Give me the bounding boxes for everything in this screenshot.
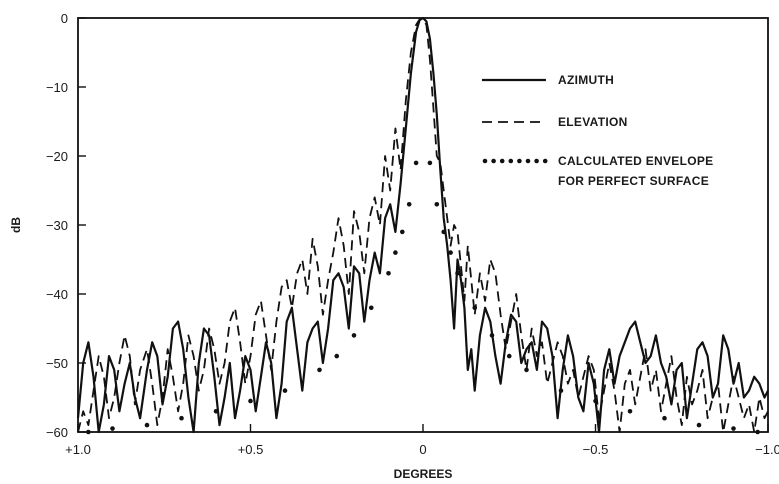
x-axis: +1.0 +0.5 0 −0.5 −1.0 bbox=[65, 424, 779, 457]
envelope-point bbox=[317, 367, 322, 373]
envelope-point bbox=[506, 353, 512, 359]
legend-label: CALCULATED ENVELOPE FOR PERFECT SURFACE bbox=[558, 154, 713, 188]
x-tick-label: −1.0 bbox=[755, 442, 779, 457]
envelope-point bbox=[413, 160, 419, 166]
envelope-point bbox=[627, 409, 633, 414]
envelope-point bbox=[441, 229, 447, 235]
legend-label: ELEVATION bbox=[558, 115, 628, 129]
series-envelope bbox=[86, 160, 760, 435]
x-axis-title: DEGREES bbox=[394, 467, 453, 481]
series-line-azimuth bbox=[76, 16, 769, 434]
legend-swatch-dot bbox=[482, 158, 488, 164]
envelope-point bbox=[400, 229, 405, 235]
legend-swatch-dot bbox=[542, 158, 548, 164]
y-tick-label: −30 bbox=[46, 218, 68, 233]
envelope-point bbox=[472, 305, 478, 311]
legend-swatch-dot bbox=[508, 158, 514, 164]
envelope-point bbox=[110, 426, 115, 431]
envelope-point bbox=[489, 333, 495, 338]
legend-swatch-dot bbox=[517, 158, 522, 164]
x-tick-label: +1.0 bbox=[65, 442, 91, 457]
x-tick-label: 0 bbox=[419, 442, 426, 457]
envelope-point bbox=[179, 415, 184, 421]
envelope-point bbox=[448, 250, 453, 255]
legend-swatch-dot bbox=[499, 158, 505, 164]
envelope-point bbox=[213, 409, 219, 414]
envelope-point bbox=[248, 398, 253, 404]
y-tick-label: −50 bbox=[46, 356, 68, 371]
envelope-point bbox=[731, 426, 736, 431]
envelope-point bbox=[455, 271, 460, 276]
envelope-point bbox=[524, 367, 529, 373]
legend-swatch-dot bbox=[491, 158, 496, 164]
legend-swatch-dot bbox=[525, 158, 531, 164]
envelope-point bbox=[406, 202, 412, 207]
envelope-point bbox=[393, 250, 398, 255]
legend-label: AZIMUTH bbox=[558, 73, 614, 87]
envelope-point bbox=[386, 271, 391, 276]
envelope-point bbox=[368, 305, 374, 311]
envelope-point bbox=[351, 333, 357, 338]
envelope-point bbox=[593, 398, 598, 404]
legend: AZIMUTH ELEVATION CALCULATED ENVELOPE FOR P… bbox=[482, 73, 713, 188]
legend-swatch-dot bbox=[534, 158, 539, 164]
y-tick-label: 0 bbox=[61, 11, 68, 26]
envelope-point bbox=[427, 160, 433, 166]
envelope-point bbox=[144, 422, 150, 428]
envelope-point bbox=[558, 388, 564, 393]
y-axis: 0 −10 −20 −30 −40 −50 −60 bbox=[46, 11, 86, 440]
x-tick-label: −0.5 bbox=[583, 442, 609, 457]
y-tick-label: −20 bbox=[46, 149, 68, 164]
y-axis-title: dB bbox=[9, 217, 23, 233]
series-line-elevation bbox=[77, 17, 769, 433]
y-tick-label: −10 bbox=[46, 80, 68, 95]
envelope-point bbox=[434, 202, 440, 207]
envelope-point bbox=[662, 415, 667, 421]
y-tick-label: −60 bbox=[46, 425, 68, 440]
envelope-point bbox=[334, 353, 340, 359]
envelope-point bbox=[696, 422, 702, 428]
plot-series bbox=[76, 16, 769, 435]
x-tick-label: +0.5 bbox=[238, 442, 264, 457]
y-tick-label: −40 bbox=[46, 287, 68, 302]
envelope-point bbox=[282, 388, 288, 393]
